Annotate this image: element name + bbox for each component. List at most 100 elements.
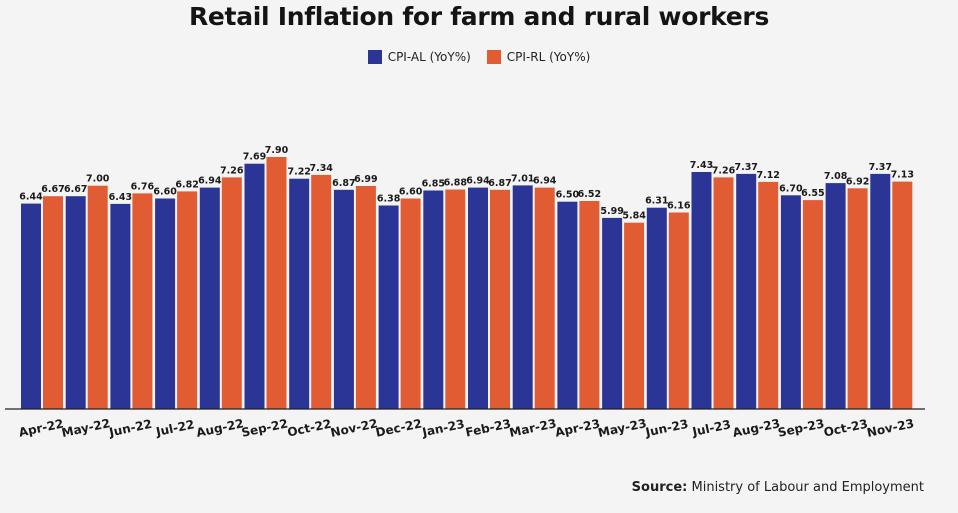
value-label: 7.13 bbox=[891, 170, 914, 181]
chart-title: Retail Inflation for farm and rural work… bbox=[188, 2, 770, 31]
value-label: 7.00 bbox=[86, 174, 110, 185]
value-label: 7.08 bbox=[824, 171, 848, 182]
value-label: 6.16 bbox=[667, 201, 691, 212]
bar-cpi-al-sep-22 bbox=[244, 163, 265, 409]
legend-swatch-cpi-rl bbox=[486, 50, 501, 64]
bar-cpi-rl-apr-22 bbox=[43, 196, 63, 409]
value-label: 6.99 bbox=[354, 174, 377, 185]
value-label: 6.92 bbox=[846, 176, 869, 187]
bar-cpi-al-aug-22 bbox=[199, 187, 220, 409]
value-label: 6.94 bbox=[466, 176, 490, 187]
source-text: Ministry of Labour and Employment bbox=[691, 480, 925, 495]
bar-cpi-rl-dec-22 bbox=[400, 198, 421, 409]
bar-cpi-rl-may-23 bbox=[624, 222, 645, 409]
value-label: 6.85 bbox=[422, 179, 445, 190]
x-tick-label: Nov-22 bbox=[329, 416, 379, 440]
value-label: 7.26 bbox=[220, 165, 244, 176]
source-note: Source: Ministry of Labour and Employmen… bbox=[632, 480, 924, 495]
bar-cpi-rl-jun-22 bbox=[132, 193, 153, 409]
bar-cpi-al-jun-23 bbox=[646, 207, 667, 409]
value-label: 6.94 bbox=[198, 176, 222, 187]
value-label: 7.37 bbox=[734, 162, 757, 173]
legend: CPI-AL (YoY%) CPI-RL (YoY%) bbox=[0, 50, 958, 64]
value-label: 7.22 bbox=[287, 167, 310, 178]
x-tick-label: Oct-23 bbox=[822, 417, 869, 440]
value-label: 7.90 bbox=[265, 145, 289, 156]
x-tick-label: Aug-22 bbox=[195, 416, 245, 440]
value-label: 6.43 bbox=[109, 192, 132, 203]
bar-cpi-rl-oct-23 bbox=[847, 188, 868, 409]
bar-cpi-al-dec-22 bbox=[378, 205, 399, 409]
x-tick-label: Apr-23 bbox=[554, 417, 601, 440]
bar-cpi-rl-oct-22 bbox=[311, 174, 332, 409]
value-label: 6.50 bbox=[556, 190, 580, 201]
bar-cpi-al-jan-23 bbox=[423, 190, 444, 409]
bar-cpi-al-mar-23 bbox=[512, 185, 533, 409]
bar-cpi-rl-sep-22 bbox=[266, 157, 287, 409]
bar-cpi-rl-jun-23 bbox=[668, 212, 689, 409]
x-tick-label: Feb-23 bbox=[464, 416, 512, 439]
bar-cpi-al-jul-23 bbox=[691, 172, 712, 409]
value-label: 6.70 bbox=[779, 183, 803, 194]
value-label: 6.87 bbox=[332, 178, 355, 189]
bar-cpi-rl-aug-23 bbox=[758, 181, 779, 409]
x-tick-label: Jun-22 bbox=[107, 417, 153, 440]
x-tick-label: Sep-23 bbox=[777, 416, 826, 439]
bar-cpi-rl-aug-22 bbox=[221, 177, 242, 409]
value-label: 7.43 bbox=[690, 160, 713, 171]
legend-item-cpi-rl: CPI-RL (YoY%) bbox=[486, 50, 591, 64]
bar-cpi-rl-nov-22 bbox=[355, 186, 376, 409]
value-label: 5.84 bbox=[622, 211, 646, 222]
value-label: 6.87 bbox=[488, 178, 511, 189]
bar-cpi-al-nov-23 bbox=[870, 173, 891, 409]
bar-cpi-al-apr-23 bbox=[557, 201, 578, 409]
value-label: 6.55 bbox=[801, 188, 824, 199]
value-label: 7.69 bbox=[243, 152, 266, 163]
legend-label-cpi-rl: CPI-RL (YoY%) bbox=[506, 50, 591, 64]
bar-cpi-al-oct-23 bbox=[825, 183, 846, 409]
x-tick-label: Sep-22 bbox=[240, 416, 289, 439]
bar-cpi-al-feb-23 bbox=[468, 187, 488, 409]
x-tick-label: Nov-23 bbox=[866, 416, 916, 440]
bar-cpi-rl-jul-23 bbox=[713, 177, 734, 409]
bar-cpi-al-aug-23 bbox=[736, 173, 757, 409]
x-tick-label: Jul-22 bbox=[154, 417, 196, 439]
bar-cpi-rl-nov-23 bbox=[892, 181, 913, 409]
x-tick-label: Apr-22 bbox=[17, 417, 64, 440]
legend-swatch-cpi-al bbox=[367, 50, 382, 64]
value-label: 7.34 bbox=[309, 163, 333, 174]
x-tick-label: Jun-23 bbox=[643, 417, 689, 440]
value-label: 6.67 bbox=[41, 184, 64, 195]
value-label: 7.37 bbox=[869, 162, 892, 173]
value-label: 7.01 bbox=[511, 173, 534, 184]
x-tick-label: Dec-22 bbox=[374, 416, 423, 439]
bar-cpi-al-oct-22 bbox=[289, 178, 310, 409]
legend-label-cpi-al: CPI-AL (YoY%) bbox=[387, 50, 471, 64]
bar-cpi-al-may-22 bbox=[65, 196, 86, 409]
legend-item-cpi-al: CPI-AL (YoY%) bbox=[367, 50, 471, 64]
value-label: 6.94 bbox=[533, 176, 557, 187]
value-label: 6.60 bbox=[399, 187, 423, 198]
bar-cpi-rl-jul-22 bbox=[177, 191, 198, 409]
value-label: 6.88 bbox=[444, 178, 468, 189]
bar-cpi-rl-sep-23 bbox=[802, 200, 823, 409]
bar-cpi-rl-apr-23 bbox=[579, 201, 600, 409]
value-label: 6.44 bbox=[19, 192, 43, 203]
x-tick-label: May-23 bbox=[597, 416, 648, 440]
bar-cpi-al-sep-23 bbox=[780, 195, 801, 409]
value-label: 6.67 bbox=[64, 184, 87, 195]
value-label: 6.52 bbox=[578, 189, 601, 200]
x-tick-label: Jan-23 bbox=[420, 417, 466, 440]
x-tick-label: Oct-22 bbox=[286, 417, 333, 440]
value-label: 7.12 bbox=[756, 170, 779, 181]
x-tick-label: May-22 bbox=[60, 416, 111, 440]
value-label: 6.60 bbox=[153, 187, 177, 198]
bar-cpi-rl-jan-23 bbox=[445, 189, 466, 409]
bar-cpi-al-jul-22 bbox=[155, 198, 176, 409]
value-label: 7.26 bbox=[712, 165, 736, 176]
x-tick-label: Aug-23 bbox=[731, 416, 781, 440]
value-label: 5.99 bbox=[600, 206, 623, 217]
x-tick-label: Jul-23 bbox=[690, 417, 732, 439]
bar-cpi-rl-feb-23 bbox=[490, 189, 510, 409]
